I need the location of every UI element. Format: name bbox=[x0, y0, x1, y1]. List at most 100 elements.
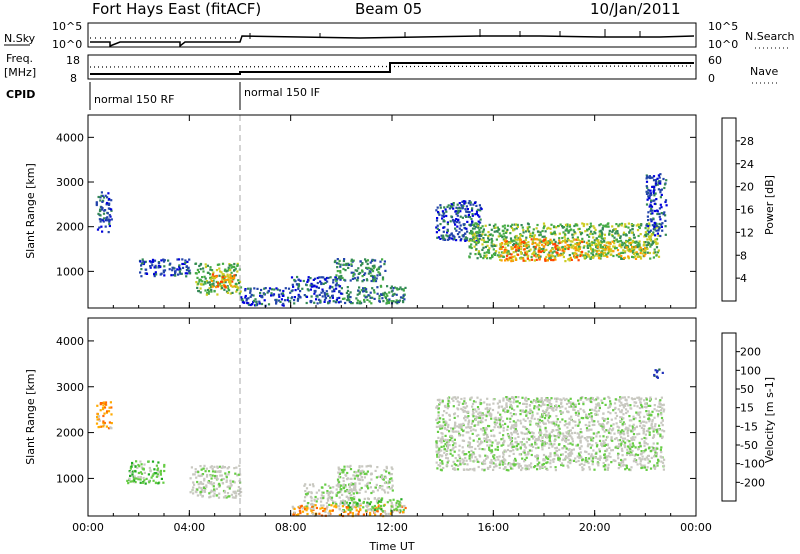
data-cell bbox=[474, 456, 477, 459]
data-cell bbox=[604, 403, 607, 406]
data-cell bbox=[648, 399, 652, 402]
data-region bbox=[468, 222, 661, 261]
data-cell bbox=[160, 477, 163, 480]
data-cell bbox=[652, 430, 655, 433]
data-cell bbox=[624, 403, 627, 406]
data-cell bbox=[192, 486, 195, 489]
data-cell bbox=[496, 230, 499, 233]
data-cell bbox=[292, 285, 295, 288]
data-cell bbox=[475, 204, 478, 207]
data-cell bbox=[560, 398, 563, 402]
data-cell bbox=[312, 285, 315, 288]
data-cell bbox=[535, 423, 538, 426]
data-cell bbox=[513, 255, 516, 258]
data-cell bbox=[631, 247, 634, 250]
data-cell bbox=[468, 238, 472, 241]
data-cell bbox=[507, 249, 510, 253]
data-cell bbox=[560, 463, 563, 467]
data-cell bbox=[573, 403, 576, 406]
data-cell bbox=[656, 415, 660, 418]
data-cell bbox=[486, 408, 489, 411]
data-cell bbox=[651, 233, 654, 236]
data-cell bbox=[352, 501, 355, 504]
data-cell bbox=[211, 285, 214, 288]
data-cell bbox=[254, 298, 257, 301]
data-cell bbox=[231, 277, 234, 280]
data-cell bbox=[468, 211, 471, 214]
data-cell bbox=[347, 297, 350, 300]
data-cell bbox=[572, 247, 575, 250]
data-cell bbox=[590, 436, 593, 439]
data-cell bbox=[309, 288, 312, 291]
data-cell bbox=[532, 251, 536, 254]
data-cell bbox=[458, 221, 461, 224]
data-cell bbox=[218, 274, 221, 277]
data-cell bbox=[499, 234, 502, 237]
data-cell bbox=[515, 249, 518, 252]
data-cell bbox=[622, 461, 625, 464]
data-cell bbox=[555, 453, 558, 456]
data-cell bbox=[598, 448, 601, 451]
data-cell bbox=[235, 466, 238, 469]
data-cell bbox=[568, 405, 571, 408]
freq-unit-label: [MHz] bbox=[4, 66, 36, 79]
data-cell bbox=[643, 440, 646, 443]
data-cell bbox=[564, 457, 567, 460]
data-cell bbox=[231, 280, 234, 283]
data-cell bbox=[535, 443, 538, 446]
data-cell bbox=[468, 446, 471, 449]
data-cell bbox=[534, 252, 537, 255]
data-cell bbox=[453, 424, 457, 427]
data-cell bbox=[328, 287, 331, 290]
data-cell bbox=[620, 257, 623, 260]
data-cell bbox=[599, 235, 602, 238]
data-cell bbox=[350, 498, 353, 501]
data-cell bbox=[142, 476, 145, 480]
data-cell bbox=[295, 514, 298, 517]
data-cell bbox=[324, 281, 327, 284]
data-cell bbox=[622, 406, 625, 409]
data-cell bbox=[615, 223, 618, 226]
data-cell bbox=[197, 474, 200, 477]
data-cell bbox=[149, 266, 152, 269]
data-cell bbox=[563, 424, 566, 427]
data-cell bbox=[349, 477, 352, 480]
data-cell bbox=[551, 240, 554, 243]
data-cell bbox=[354, 487, 357, 490]
data-cell bbox=[350, 263, 353, 266]
data-cell bbox=[544, 426, 547, 429]
data-cell bbox=[468, 232, 471, 235]
data-cell bbox=[458, 231, 461, 234]
data-cell bbox=[605, 253, 608, 256]
data-cell bbox=[462, 439, 466, 442]
data-cell bbox=[548, 439, 551, 442]
data-cell bbox=[643, 457, 646, 460]
data-cell bbox=[607, 431, 611, 434]
data-cell bbox=[366, 279, 369, 282]
data-cell bbox=[159, 265, 162, 269]
data-cell bbox=[140, 466, 143, 469]
data-cell bbox=[545, 436, 549, 439]
data-cell bbox=[534, 439, 537, 442]
data-cell bbox=[310, 509, 313, 512]
data-cell bbox=[199, 481, 202, 484]
data-cell bbox=[607, 225, 610, 228]
data-cell bbox=[226, 275, 229, 278]
data-cell bbox=[645, 224, 648, 227]
data-cell bbox=[621, 243, 624, 246]
data-cell bbox=[402, 508, 405, 511]
data-cell bbox=[202, 482, 205, 485]
data-cell bbox=[442, 445, 446, 448]
data-cell bbox=[622, 413, 625, 416]
data-cell bbox=[544, 411, 547, 414]
data-cell bbox=[211, 283, 214, 286]
data-cell bbox=[579, 407, 582, 411]
data-cell bbox=[530, 453, 533, 457]
data-cell bbox=[492, 455, 495, 458]
data-cell bbox=[235, 495, 238, 498]
data-cell bbox=[213, 476, 216, 479]
data-cell bbox=[458, 444, 461, 447]
data-cell bbox=[657, 405, 660, 408]
data-cell bbox=[477, 444, 480, 448]
